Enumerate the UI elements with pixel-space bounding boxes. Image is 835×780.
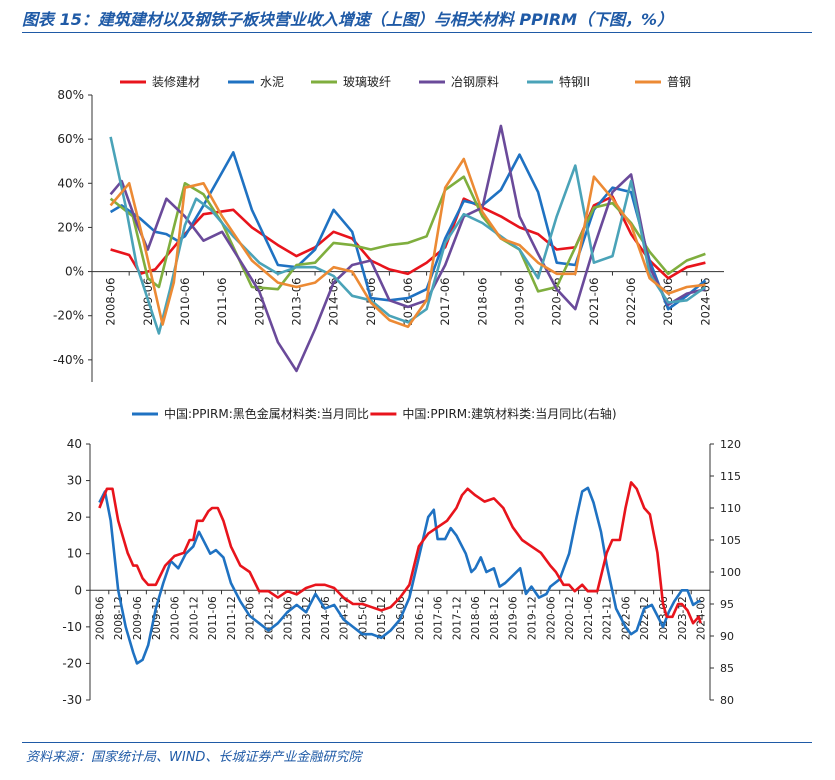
y-tick-label: 40 xyxy=(67,437,82,451)
legend-entry: 中国:PPIRM:建筑材料类:当月同比(右轴) xyxy=(370,406,617,421)
footer-rule xyxy=(22,742,812,743)
legend-entry: 装修建材 xyxy=(120,74,200,89)
x-tick-label: 2013-06 xyxy=(282,596,294,640)
x-tick-label: 2018-12 xyxy=(489,596,501,640)
legend-entry: 水泥 xyxy=(228,75,284,89)
x-tick-label: 2018-06 xyxy=(470,596,482,640)
x-tick-label: 2011-06 xyxy=(215,278,229,326)
y-tick-label: 0% xyxy=(65,265,84,279)
x-tick-label: 2014-12 xyxy=(339,596,351,640)
y-tick-label: -10 xyxy=(62,620,82,634)
legend-label: 装修建材 xyxy=(152,74,200,89)
legend-label: 中国:PPIRM:黑色金属材料类:当月同比 xyxy=(164,406,369,421)
x-tick-label: 2015-06 xyxy=(357,596,369,640)
series-line xyxy=(98,481,702,625)
x-tick-label: 2011-06 xyxy=(207,596,219,640)
y-tick-label: 40% xyxy=(57,176,84,190)
legend-entry: 普钢 xyxy=(635,75,691,89)
legend-entry: 特钢II xyxy=(527,74,590,89)
y-tick-label: 20 xyxy=(67,510,82,524)
x-tick-label: 2023-06 xyxy=(658,596,670,640)
x-tick-label: 2011-12 xyxy=(226,596,238,640)
top-chart: -60%-40%-20%0%20%40%60%80%2008-062009-06… xyxy=(53,74,724,382)
x-tick-label: 2018-06 xyxy=(475,278,489,326)
x-tick-label: 2008-06 xyxy=(94,596,106,640)
x-tick-label: 2012-12 xyxy=(263,596,275,640)
x-tick-label: 2024-06 xyxy=(696,596,708,640)
x-tick-label: 2013-06 xyxy=(289,278,303,326)
x-tick-label: 2020-06 xyxy=(545,596,557,640)
x-tick-label: 2019-12 xyxy=(527,596,539,640)
series-line xyxy=(98,486,701,665)
x-tick-label: 2009-12 xyxy=(151,596,163,640)
legend-entry: 中国:PPIRM:黑色金属材料类:当月同比 xyxy=(132,406,369,421)
legend-label: 冶钢原料 xyxy=(451,75,499,89)
y2-tick-label: 100 xyxy=(720,566,741,579)
x-tick-label: 2012-06 xyxy=(252,278,266,326)
x-tick-label: 2010-06 xyxy=(170,596,182,640)
x-tick-label: 2022-06 xyxy=(624,278,638,326)
legend-label: 特钢II xyxy=(559,74,590,89)
y2-tick-label: 105 xyxy=(720,534,741,547)
x-tick-label: 2019-06 xyxy=(508,596,520,640)
x-tick-label: 2021-06 xyxy=(587,278,601,326)
y2-tick-label: 90 xyxy=(720,630,734,643)
y-tick-label: 80% xyxy=(57,88,84,102)
y2-tick-label: 85 xyxy=(720,662,734,675)
x-tick-label: 2008-06 xyxy=(104,278,118,326)
x-tick-label: 2017-06 xyxy=(433,596,445,640)
series-line xyxy=(109,124,706,373)
x-tick-label: 2017-12 xyxy=(451,596,463,640)
legend-entry: 玻璃玻纤 xyxy=(311,75,391,89)
series-line xyxy=(109,136,707,335)
y-tick-label: -30 xyxy=(62,693,82,707)
y-tick-label: 0 xyxy=(74,583,82,597)
x-tick-label: 2016-06 xyxy=(401,278,415,326)
x-tick-label: 2021-06 xyxy=(583,596,595,640)
y-tick-label: -40% xyxy=(53,353,84,367)
y-tick-label: 60% xyxy=(57,132,84,146)
x-tick-label: 2019-06 xyxy=(513,278,527,326)
series-line xyxy=(109,157,706,329)
y-tick-label: 20% xyxy=(57,220,84,234)
bottom-chart: -30 -20 -10 0 10 20 30 40 80 85 90 95 100 105 110 115 12… xyxy=(62,406,741,707)
y2-tick-label: 120 xyxy=(720,438,741,451)
legend-entry: 冶钢原料 xyxy=(419,75,499,89)
y-tick-label: -20 xyxy=(62,656,82,670)
legend-label: 中国:PPIRM:建筑材料类:当月同比(右轴) xyxy=(402,406,616,421)
y2-tick-label: 110 xyxy=(720,502,741,515)
x-tick-label: 2017-06 xyxy=(438,278,452,326)
legend-label: 玻璃玻纤 xyxy=(343,75,391,89)
y2-tick-label: 80 xyxy=(720,694,734,707)
legend-label: 普钢 xyxy=(667,75,691,89)
y-tick-label: 30 xyxy=(67,474,82,488)
x-tick-label: 2020-06 xyxy=(550,278,564,326)
x-tick-label: 2010-12 xyxy=(188,596,200,640)
y-tick-label: 10 xyxy=(67,547,82,561)
source-note: 资料来源：国家统计局、WIND、长城证券产业金融研究院 xyxy=(26,750,362,765)
title-rule xyxy=(22,32,812,33)
y2-tick-label: 95 xyxy=(720,598,734,611)
y-tick-label: -20% xyxy=(53,309,84,323)
legend-label: 水泥 xyxy=(260,75,284,89)
figure-title: 图表 15：建筑建材以及钢铁子板块营业收入增速（上图）与相关材料 PPIRM（下… xyxy=(22,10,674,29)
x-tick-label: 2016-12 xyxy=(414,596,426,640)
x-tick-label: 2009-06 xyxy=(132,596,144,640)
x-tick-label: 2020-12 xyxy=(564,596,576,640)
x-tick-label: 2021-12 xyxy=(602,596,614,640)
x-tick-label: 2010-06 xyxy=(178,278,192,326)
y2-tick-label: 115 xyxy=(720,470,741,483)
x-tick-label: 2015-12 xyxy=(376,596,388,640)
x-tick-label: 2022-06 xyxy=(620,596,632,640)
